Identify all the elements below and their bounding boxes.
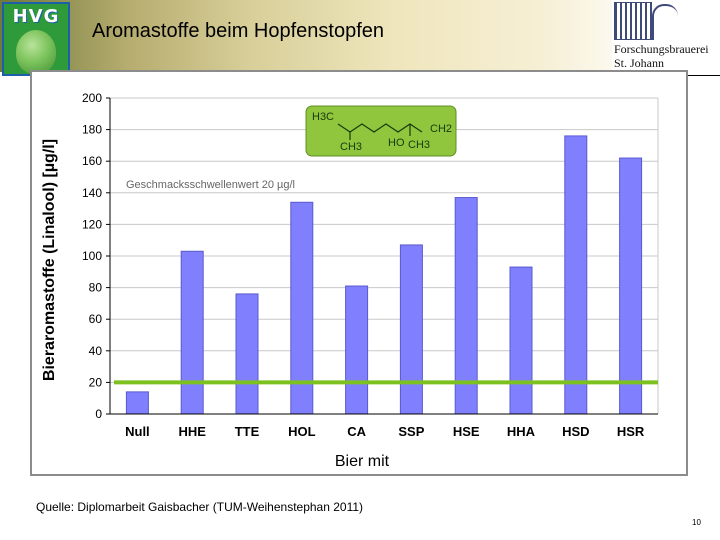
- x-tick-label: HHE: [178, 424, 206, 439]
- threshold-label: Geschmacksschwellenwert 20 µg/l: [126, 179, 295, 191]
- bar-chart: 0 20 40 60 80 100 120 140 160 180 200 Null HHE TTE HOL…: [41, 91, 659, 470]
- molecule-label: CH3: [340, 141, 362, 153]
- x-tick-label: HSE: [453, 424, 480, 439]
- hvg-logo: HVG: [2, 2, 70, 76]
- bar-CA: [345, 285, 369, 415]
- brewery-name: Forschungsbrauerei St. Johann: [614, 42, 709, 70]
- header-background: [0, 0, 720, 72]
- bar-HHA: [509, 266, 533, 415]
- y-tick-label: 60: [89, 312, 103, 326]
- hop-cone-icon: [16, 30, 56, 74]
- brewery-grid-icon: [614, 2, 652, 40]
- x-tick-label: TTE: [235, 424, 260, 439]
- y-tick-label: 160: [82, 154, 102, 168]
- bar-HSD: [564, 135, 588, 415]
- molecule-label: HO: [388, 137, 405, 149]
- axes: [106, 97, 658, 415]
- x-tick-label: CA: [347, 424, 366, 439]
- y-tick-label: 40: [89, 344, 103, 358]
- x-tick-label: HSR: [617, 424, 645, 439]
- page-title: Aromastoffe beim Hopfenstopfen: [92, 20, 385, 42]
- hvg-logo-text: HVG: [12, 6, 60, 27]
- y-tick-label: 200: [82, 91, 102, 105]
- brewery-arch-icon: [652, 4, 678, 40]
- bar-Null: [125, 391, 149, 415]
- bar-TTE: [235, 293, 259, 415]
- y-tick-label: 100: [82, 249, 102, 263]
- page-number: 10: [692, 518, 701, 527]
- molecule-label: CH2: [430, 123, 452, 135]
- brewery-logo: Forschungsbrauerei St. Johann: [612, 0, 720, 72]
- molecule-label: H3C: [312, 111, 334, 123]
- y-tick-label: 20: [89, 375, 103, 389]
- molecule-bonds: [337, 123, 423, 133]
- x-tick-label: Null: [125, 424, 150, 439]
- bar-HSR: [619, 157, 643, 415]
- bars: [114, 135, 658, 415]
- brewery-name-line-1: Forschungsbrauerei: [614, 42, 709, 56]
- x-tick-label: HOL: [288, 424, 316, 439]
- y-axis-title: Bieraromastoffe (Linalool) [µg/l]: [41, 139, 58, 381]
- molecule-box: [305, 105, 457, 157]
- bar-SSP: [399, 244, 423, 415]
- y-tick-label: 180: [82, 123, 102, 137]
- labels: 0 20 40 60 80 100 120 140 160 180 200 Null HHE TTE HOL…: [41, 91, 645, 470]
- x-tick-label: HSD: [562, 424, 589, 439]
- bar-HHE: [180, 250, 204, 415]
- x-axis-title: Bier mit: [335, 453, 390, 470]
- chart-frame: 0 20 40 60 80 100 120 140 160 180 200 Null HHE TTE HOL…: [30, 70, 688, 476]
- x-tick-label: HHA: [507, 424, 536, 439]
- y-tick-label: 80: [89, 281, 103, 295]
- y-tick-label: 140: [82, 186, 102, 200]
- brewery-name-line-2: St. Johann: [614, 56, 665, 70]
- source-citation: Quelle: Diplomarbeit Gaisbacher (TUM-Wei…: [36, 500, 364, 514]
- y-tick-label: 120: [82, 217, 102, 231]
- header-divider: [668, 75, 720, 76]
- y-tick-label: 0: [95, 407, 102, 421]
- molecule-label: CH3: [408, 139, 430, 151]
- x-tick-label: SSP: [398, 424, 424, 439]
